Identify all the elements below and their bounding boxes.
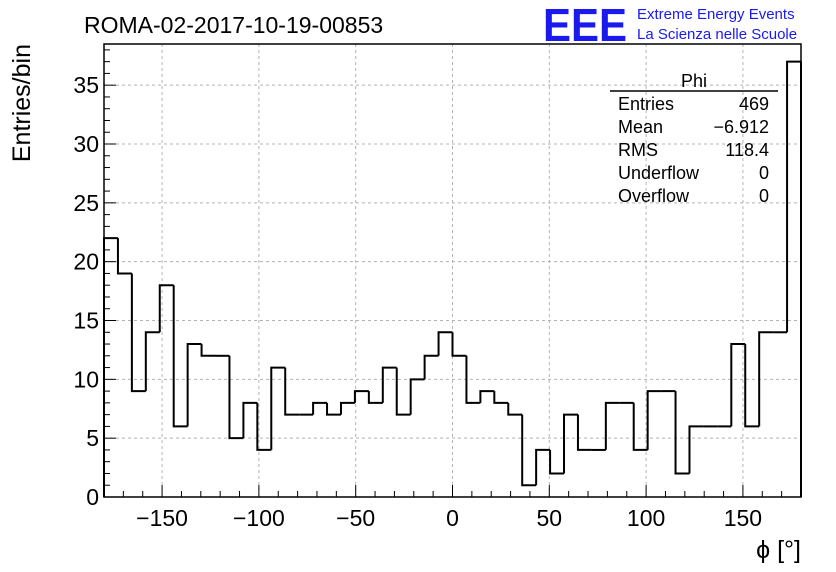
histogram-bin	[535, 448, 551, 486]
stats-rms-label: RMS	[618, 140, 658, 160]
histogram-bin	[256, 402, 272, 451]
histogram-bin	[465, 355, 481, 404]
x-tick-label: −150	[136, 505, 188, 531]
y-tick-label: 15	[73, 308, 99, 334]
y-tick-labels: 0 5 10 15 20 25 30 35	[73, 72, 99, 510]
eee-logo: EEE Extreme Energy Events La Scienza nel…	[543, 0, 797, 51]
stats-entries-label: Entries	[618, 94, 674, 114]
x-tick-label: 50	[537, 505, 563, 531]
axis-ticks	[103, 49, 802, 498]
x-tick-label: −50	[336, 505, 375, 531]
histogram-bin	[144, 331, 160, 392]
y-axis-title: Entries/bin	[8, 44, 36, 162]
histogram-bin	[186, 343, 202, 427]
histogram-bin	[116, 238, 132, 275]
y-tick-label: 25	[73, 190, 99, 216]
x-tick-label: 100	[627, 505, 665, 531]
histogram-bin	[493, 391, 509, 404]
y-tick-label: 10	[73, 366, 99, 392]
histogram-bin	[381, 366, 397, 403]
y-tick-label: 20	[73, 249, 99, 275]
x-tick-label: −100	[233, 505, 285, 531]
histogram-bin	[688, 425, 704, 474]
y-tick-label: 30	[73, 131, 99, 157]
histogram-bin	[604, 401, 620, 450]
histogram-bin	[507, 402, 523, 416]
histogram-bin	[172, 285, 188, 428]
histogram-bin	[242, 401, 258, 439]
histogram-bin	[549, 449, 565, 475]
stats-overflow-value: 0	[759, 186, 769, 206]
y-tick-label: 0	[86, 484, 99, 510]
stats-mean-label: Mean	[618, 117, 663, 137]
histogram-bin	[730, 343, 746, 427]
histogram-bin	[479, 390, 495, 403]
histogram-bin	[270, 366, 286, 450]
chart-title: ROMA-02-2017-10-19-00853	[84, 12, 383, 38]
stats-entries-value: 469	[739, 94, 769, 114]
histogram-bin	[200, 344, 216, 357]
stats-underflow-label: Underflow	[618, 163, 700, 183]
y-tick-label: 5	[86, 425, 99, 451]
histogram-bin	[367, 391, 383, 404]
stats-box-title: Phi	[681, 71, 707, 91]
logo-line2: La Scienza nelle Scuole	[637, 26, 797, 43]
y-tick-label: 35	[73, 72, 99, 98]
histogram-bin	[744, 344, 760, 428]
stats-mean-value: −6.912	[713, 117, 769, 137]
histogram-bin	[312, 401, 328, 415]
histogram-bin	[228, 355, 244, 440]
histogram-bin	[674, 391, 690, 475]
histogram-bin	[158, 284, 174, 333]
histogram-bin	[437, 331, 453, 356]
histogram-bin	[423, 354, 439, 380]
x-axis-title: ϕ [°]	[756, 536, 801, 564]
grid-lines	[104, 44, 801, 497]
histogram-bin	[646, 390, 662, 450]
histogram-bin	[451, 332, 467, 357]
histogram-bin	[130, 273, 146, 393]
eee-logo-mark: EEE	[543, 0, 627, 51]
x-tick-label: 150	[724, 505, 762, 531]
histogram-bin	[563, 413, 578, 474]
histogram-bin	[409, 378, 425, 415]
histogram-bin	[576, 414, 592, 451]
stats-underflow-value: 0	[759, 163, 769, 183]
stats-box: Phi Entries 469 Mean −6.912 RMS 118.4 Un…	[610, 71, 778, 206]
histogram-bin	[339, 401, 355, 415]
stats-overflow-label: Overflow	[618, 186, 690, 206]
logo-line1: Extreme Energy Events	[637, 6, 795, 23]
histogram-bin	[521, 414, 537, 487]
histogram-bin	[758, 331, 774, 427]
histogram-bin	[395, 367, 411, 416]
histogram-bin	[326, 402, 341, 416]
stats-rms-value: 118.4	[725, 140, 769, 160]
x-tick-label: 0	[446, 505, 459, 531]
histogram-bin	[786, 60, 801, 333]
x-tick-labels: −150 −100 −50 0 50 100 150	[136, 505, 762, 531]
histogram-bin	[284, 367, 300, 416]
histogram-bin	[632, 402, 648, 451]
histogram-bin	[353, 390, 369, 403]
